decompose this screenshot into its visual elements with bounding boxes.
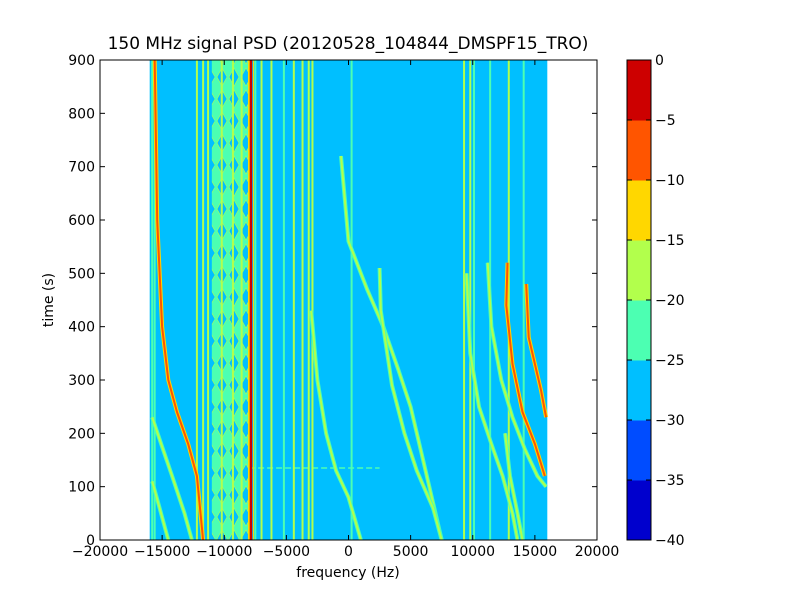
colorbar-tick-label: 0	[655, 53, 664, 69]
drifting-trace	[151, 481, 170, 540]
y-tick-label: 400	[68, 320, 95, 336]
y-axis-label: time (s)	[41, 273, 57, 327]
drifting-trace	[505, 262, 546, 477]
x-tick-label: 0	[344, 544, 353, 560]
colorbar-segment	[627, 180, 651, 241]
x-tick-label: 15000	[513, 544, 558, 560]
y-tick-label: 500	[68, 266, 95, 282]
drifting-trace	[153, 60, 205, 540]
drifting-trace	[486, 262, 547, 488]
colorbar-segment	[627, 240, 651, 301]
colorbar-segment	[627, 60, 651, 121]
y-tick-label: 800	[68, 106, 95, 122]
x-tick-label: 5000	[393, 544, 429, 560]
x-axis-ticks: −20000 −15000 −10000 −5000 0 5000 10000 15000 20…	[72, 60, 619, 560]
colorbar: −40 −35 −30 −25 −20 −15 −10 −5 0	[626, 53, 685, 549]
colorbar-tick-label: −35	[655, 473, 685, 489]
plot-area: −20000 −15000 −10000 −5000 0 5000 10000 15000 20…	[68, 53, 619, 560]
colorbar-tick-label: −20	[655, 293, 685, 309]
y-tick-label: 700	[68, 160, 95, 176]
colorbar-tick-label: −40	[655, 533, 685, 549]
drifting-trace	[340, 155, 443, 540]
y-tick-label: 300	[68, 373, 95, 389]
colorbar-segment	[627, 480, 651, 541]
colorbar-tick-label: −15	[655, 233, 685, 249]
x-tick-label: −10000	[196, 544, 252, 560]
colorbar-tick-label: −10	[655, 173, 685, 189]
colorbar-tick-label: −5	[655, 113, 676, 129]
y-tick-label: 900	[68, 53, 95, 69]
y-tick-label: 600	[68, 213, 95, 229]
colorbar-segment	[627, 360, 651, 421]
x-tick-label: 20000	[575, 544, 620, 560]
drifting-trace	[151, 416, 193, 540]
drifting-trace	[378, 267, 443, 540]
chart-title: 150 MHz signal PSD (20120528_104844_DMSP…	[108, 34, 589, 54]
drifting-trace	[525, 283, 548, 418]
x-tick-label: −20000	[72, 544, 128, 560]
drifting-trace	[465, 273, 519, 540]
colorbar-tick-label: −25	[655, 353, 685, 369]
drifting-trace	[504, 433, 524, 540]
x-tick-label: 10000	[450, 544, 495, 560]
y-tick-label: 200	[68, 426, 95, 442]
x-axis-label: frequency (Hz)	[296, 565, 399, 581]
colorbar-segment	[627, 420, 651, 481]
y-axis-ticks: 0 100 200 300 400 500 600 700 800 900	[68, 53, 597, 549]
y-tick-label: 0	[86, 533, 95, 549]
colorbar-tick-label: −30	[655, 413, 685, 429]
colorbar-segment	[627, 300, 651, 361]
x-tick-label: −5000	[263, 544, 310, 560]
heatmap-layer	[149, 60, 549, 540]
x-tick-label: −15000	[134, 544, 190, 560]
interference-band	[211, 60, 250, 540]
drifting-trace	[310, 310, 362, 540]
y-tick-label: 100	[68, 480, 95, 496]
colorbar-segment	[627, 120, 651, 181]
